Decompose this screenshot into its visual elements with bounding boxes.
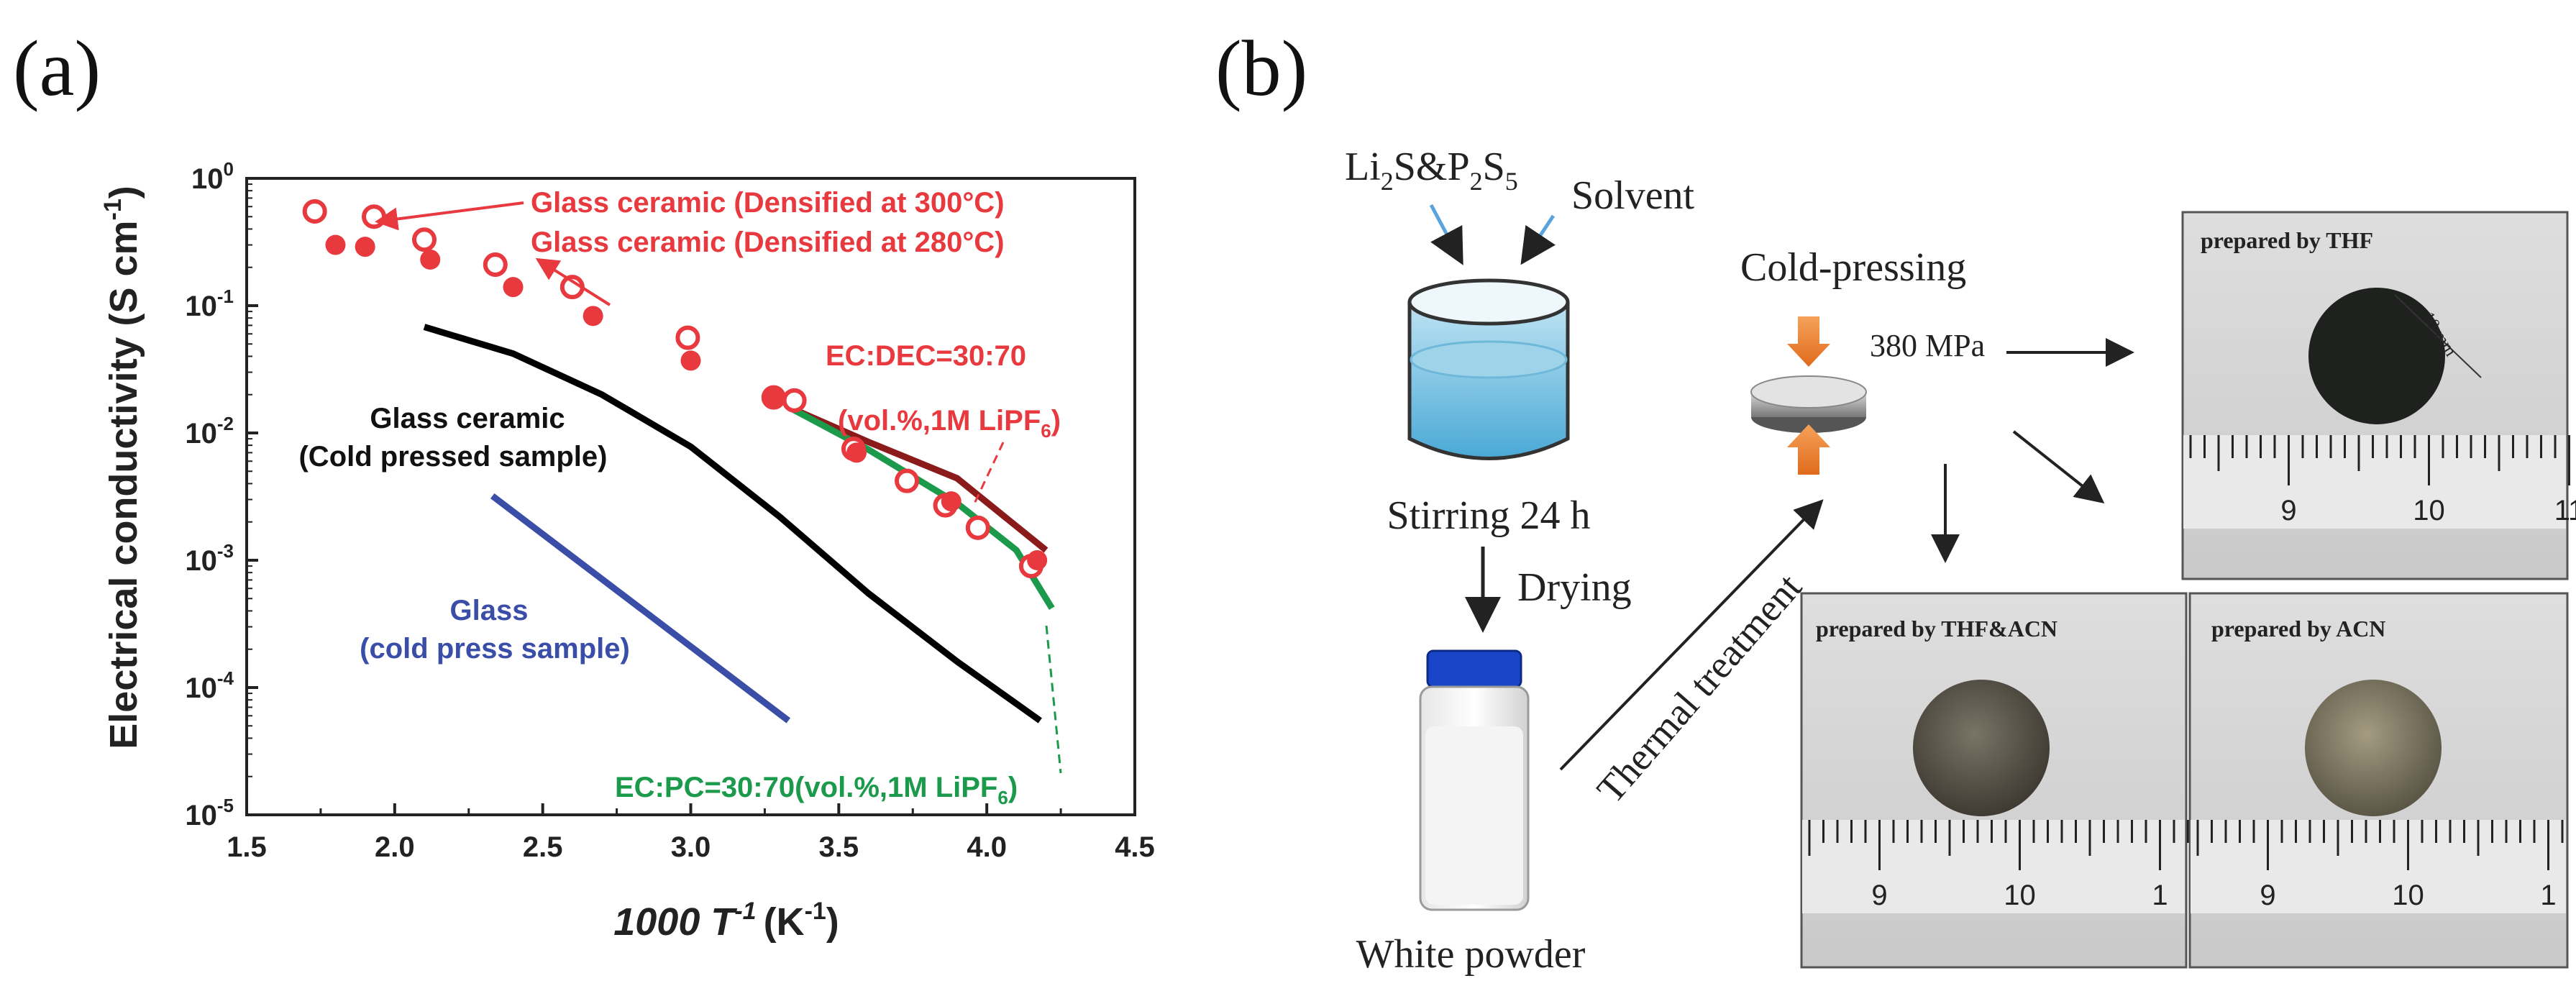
pressed-disc-icon [1750, 375, 1867, 433]
annotation-gc-cold-2: (Cold pressed sample) [298, 441, 607, 473]
y-axis-label: Electrical conductivity (S cm-1) [99, 186, 145, 749]
ruler-label: 10 [2392, 880, 2424, 911]
x-axis-ticks: 1.5 2.0 2.5 3.0 3.5 4.0 4.5 [227, 803, 1155, 863]
annotation-glass-2: (cold press sample) [360, 633, 630, 665]
pellet-thf-acn [1913, 680, 2050, 816]
annotation-gc300: Glass ceramic (Densified at 300°C) [531, 187, 1005, 219]
filled-data-point [355, 237, 375, 257]
precursor-arrow [1429, 204, 1463, 265]
annotation-gc280: Glass ceramic (Densified at 280°C) [531, 227, 1005, 258]
x-tick-label: 2.5 [523, 831, 563, 863]
y-tick-label: 10-5 [185, 795, 234, 831]
filled-data-point [1027, 550, 1048, 570]
press-arrow-bottom-icon [1787, 424, 1830, 475]
filled-data-point [763, 387, 784, 408]
ruler-label: 1 [2152, 880, 2168, 911]
cold-pressing-label: Cold-pressing [1740, 245, 1966, 290]
filled-data-point [680, 350, 701, 371]
photo-thf-acn-label: prepared by THF&ACN [1816, 616, 2057, 642]
stirring-label: Stirring 24 h [1387, 493, 1590, 538]
plot-frame [245, 177, 1136, 816]
annotation-ecdec-2: (vol.%,1M LiPF6) [838, 405, 1061, 442]
data-points [302, 198, 1048, 579]
series-line [787, 403, 1049, 553]
annotation-ecdec-1: EC:DEC=30:70 [826, 340, 1026, 372]
series-line [490, 493, 791, 723]
ruler-label: 9 [2280, 495, 2296, 526]
open-data-point [895, 468, 920, 493]
filled-data-point [846, 442, 867, 463]
pellet-thf [2308, 288, 2445, 424]
series-line [423, 324, 1042, 723]
photo-acn: prepared by ACN 9 10 1 [2188, 592, 2569, 969]
x-tick-label: 3.5 [819, 831, 859, 863]
ruler-label: 1 [2540, 880, 2556, 911]
solvent-label: Solvent [1571, 173, 1695, 218]
white-powder-label: White powder [1356, 932, 1586, 977]
photo-acn-label: prepared by ACN [2211, 616, 2385, 642]
leader-ecdec [973, 442, 1005, 504]
filled-data-point [420, 249, 441, 270]
ruler-label: 10 [2413, 495, 2445, 526]
filled-data-point [941, 491, 962, 512]
x-tick-label: 1.5 [227, 831, 267, 863]
y-tick-label: 100 [191, 158, 234, 195]
x-tick-label: 3.0 [671, 831, 711, 863]
filled-data-point [583, 306, 603, 327]
chart-annotations: Glass ceramic (Densified at 300°C) Glass… [298, 187, 1062, 808]
leader-ecpc [1045, 625, 1062, 774]
annotation-gc-cold-1: Glass ceramic [370, 403, 565, 434]
open-data-point [483, 252, 508, 277]
ruler-label: 11 [2554, 495, 2576, 526]
open-data-point [965, 515, 990, 540]
arrow-gc280 [535, 257, 611, 306]
arrow-gc300 [375, 201, 524, 231]
x-tick-label: 2.0 [375, 831, 415, 863]
arrow-to-acn [2012, 430, 2105, 503]
annotation-glass-1: Glass [450, 595, 529, 626]
press-arrow-top-icon [1787, 316, 1830, 367]
x-tick-label: 4.5 [1115, 831, 1155, 863]
ruler-label: 9 [1871, 880, 1887, 911]
ruler-body [1802, 820, 2185, 913]
y-tick-label: 10-2 [185, 413, 234, 449]
y-tick-label: 10-4 [185, 667, 234, 704]
solvent-arrow [1520, 214, 1556, 265]
ruler-body [2191, 820, 2566, 913]
panel-a-label: (a) [13, 24, 101, 112]
photo-thf-label: prepared by THF [2201, 227, 2373, 253]
annotation-ecpc: EC:PC=30:70(vol.%,1M LiPF6) [615, 772, 1018, 808]
precursor-label: Li2S&P2S5 [1345, 145, 1518, 196]
ruler-body [2183, 435, 2566, 529]
series-line [787, 403, 1055, 611]
ruler-thf: 9 10 11 [2183, 435, 2576, 529]
x-tick-label: 4.0 [967, 831, 1007, 863]
ruler-acn: 9 10 1 [2191, 820, 2566, 913]
conductivity-chart: 1.5 2.0 2.5 3.0 3.5 4.0 4.5 100 10-1 10-2 10-3 10-… [185, 158, 1154, 863]
filled-data-point [325, 234, 346, 255]
y-axis-ticks: 100 10-1 10-2 10-3 10-4 10-5 [185, 158, 258, 831]
powder-vial-icon [1419, 649, 1530, 911]
y-tick-label: 10-1 [185, 286, 234, 322]
panel-b-label: (b) [1215, 24, 1307, 112]
pressure-label: 380 MPa [1870, 328, 1985, 363]
thermal-arrow [1559, 499, 1824, 771]
photo-thf: prepared by THF 10 mm 91011 [2181, 211, 2576, 580]
open-data-point [412, 227, 437, 252]
open-data-point [302, 198, 327, 224]
photo-thf-acn: prepared by THF&ACN 9 10 1 [1800, 592, 2189, 969]
beaker-icon [1407, 278, 1570, 460]
drying-label: Drying [1517, 565, 1632, 610]
ruler-thf-acn: 9 10 1 [1802, 820, 2189, 913]
x-axis-label: 1000 T-1 (K-1) [613, 898, 839, 944]
ruler-label: 9 [2260, 880, 2275, 911]
ruler-label: 10 [2004, 880, 2036, 911]
y-tick-label: 10-3 [185, 540, 234, 577]
filled-data-point [503, 277, 524, 298]
pellet-acn [2305, 680, 2442, 816]
open-data-point [362, 204, 387, 229]
open-data-point [782, 388, 807, 413]
open-data-point [675, 325, 700, 350]
